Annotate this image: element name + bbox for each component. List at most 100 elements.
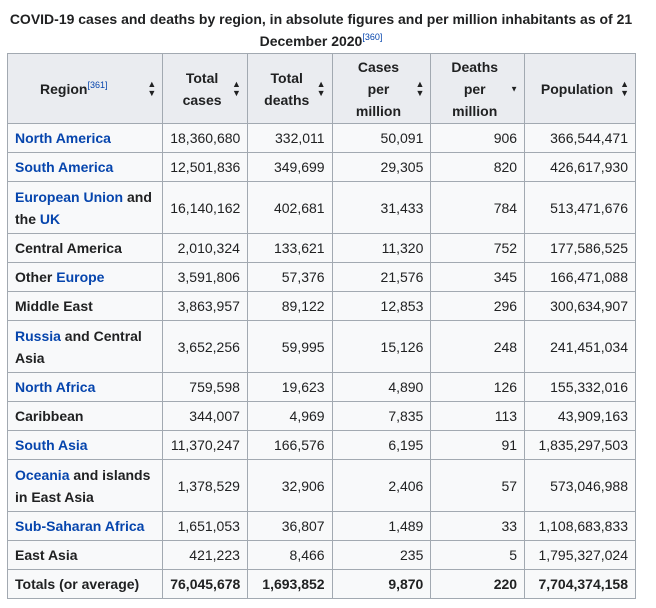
total-deaths-cell: 57,376	[246, 262, 333, 292]
totals-cases-per-million-cell: 9,870	[331, 569, 432, 599]
sort-updown-icon[interactable]: ▲ ▼	[620, 78, 629, 98]
table-body: North America 18,360,680 332,011 50,091 906 3…	[6, 123, 636, 599]
total-deaths-cell: 59,995	[246, 320, 333, 373]
header-total-cases[interactable]: Total cases ▲ ▼	[162, 53, 248, 124]
totals-population-cell: 7,704,374,158	[524, 569, 636, 599]
header-total-cases-line1: Total	[185, 69, 219, 86]
region-cell: Other Europe	[6, 262, 164, 292]
cases-per-million-cell: 50,091	[331, 123, 432, 153]
population-cell: 177,586,525	[524, 233, 636, 263]
deaths-per-million-cell: 91	[430, 430, 526, 460]
total-deaths-cell: 402,681	[246, 181, 333, 234]
total-deaths-cell: 36,807	[246, 511, 333, 541]
total-cases-cell: 1,651,053	[162, 511, 248, 541]
region-link[interactable]: Oceania	[15, 466, 70, 483]
cases-per-million-cell: 7,835	[331, 401, 432, 431]
population-cell: 426,617,930	[524, 152, 636, 182]
total-deaths-cell: 8,466	[246, 540, 333, 570]
region-cell: Russia and Central Asia	[6, 320, 164, 373]
header-population[interactable]: Population ▲ ▼	[524, 53, 636, 124]
header-deaths-per-million-line2: per	[463, 80, 486, 97]
header-region[interactable]: Region[361] ▲ ▼	[6, 53, 164, 124]
sort-updown-icon[interactable]: ▲ ▼	[415, 78, 425, 98]
region-text: Caribbean	[15, 408, 84, 424]
cases-per-million-cell: 235	[331, 540, 432, 570]
deaths-per-million-cell: 345	[430, 262, 526, 292]
region-cell: Oceania and islands in East Asia	[6, 459, 164, 512]
header-population-label: Population	[540, 80, 614, 97]
population-cell: 1,108,683,833	[524, 511, 636, 541]
total-deaths-cell: 4,969	[246, 401, 333, 431]
region-cell: Central America	[6, 233, 164, 263]
table-row: Central America 2,010,324 133,621 11,320 752…	[6, 233, 636, 263]
population-cell: 1,795,327,024	[524, 540, 636, 570]
cases-per-million-cell: 2,406	[331, 459, 432, 512]
deaths-per-million-cell: 126	[430, 372, 526, 402]
region-text: Other	[15, 269, 57, 285]
table-row: North America 18,360,680 332,011 50,091 906 3…	[6, 123, 636, 153]
table-caption: COVID-19 cases and deaths by region, in …	[1, 8, 641, 52]
total-deaths-cell: 89,122	[246, 291, 333, 321]
deaths-per-million-cell: 820	[430, 152, 526, 182]
region-link[interactable]: North America	[15, 130, 111, 146]
sort-updown-icon[interactable]: ▲ ▼	[147, 78, 157, 98]
header-deaths-per-million-line1: Deaths	[451, 58, 499, 75]
region-cell: Sub-Saharan Africa	[6, 511, 164, 541]
cases-per-million-cell: 11,320	[331, 233, 432, 263]
table-row: Russia and Central Asia 3,652,256 59,995 15…	[6, 320, 636, 373]
table-row: North Africa 759,598 19,623 4,890 126 155,332…	[6, 372, 636, 402]
population-cell: 241,451,034	[524, 320, 636, 373]
population-cell: 573,046,988	[524, 459, 636, 512]
total-cases-cell: 2,010,324	[162, 233, 248, 263]
region-cell: South America	[6, 152, 164, 182]
total-cases-cell: 12,501,836	[162, 152, 248, 182]
total-deaths-cell: 32,906	[246, 459, 333, 512]
total-cases-cell: 421,223	[162, 540, 248, 570]
header-total-cases-line2: cases	[182, 91, 222, 108]
region-text: Middle East	[15, 298, 93, 314]
header-deaths-per-million[interactable]: Deaths per million ▼	[430, 53, 526, 124]
header-total-deaths-line1: Total	[270, 69, 303, 86]
region-link[interactable]: Sub-Saharan Africa	[15, 518, 145, 534]
total-cases-cell: 3,652,256	[162, 320, 248, 373]
table-row: Oceania and islands in East Asia 1,378,52…	[6, 459, 636, 512]
header-cases-per-million-line1: Cases	[357, 58, 400, 75]
total-cases-cell: 11,370,247	[162, 430, 248, 460]
cases-per-million-cell: 12,853	[331, 291, 432, 321]
cases-per-million-cell: 31,433	[331, 181, 432, 234]
table-row: South America 12,501,836 349,699 29,305 820 4…	[6, 152, 636, 182]
region-link[interactable]: Europe	[56, 269, 105, 285]
region-reference-link[interactable]: [361]	[87, 79, 108, 90]
header-row: Region[361] ▲ ▼ Total cases ▲ ▼ Total deaths…	[6, 53, 636, 124]
region-link[interactable]: South America	[15, 159, 114, 175]
total-cases-cell: 16,140,162	[162, 181, 248, 234]
totals-deaths-per-million-cell: 220	[430, 569, 526, 599]
totals-total-deaths-cell: 1,693,852	[246, 569, 333, 599]
total-deaths-cell: 332,011	[246, 123, 333, 153]
cases-per-million-cell: 29,305	[331, 152, 432, 182]
region-link[interactable]: North Africa	[15, 379, 96, 395]
region-link[interactable]: UK	[39, 210, 61, 227]
population-cell: 43,909,163	[524, 401, 636, 431]
header-deaths-per-million-line3: million	[452, 102, 498, 119]
caption-text: COVID-19 cases and deaths by region, in …	[9, 11, 633, 49]
sort-updown-icon[interactable]: ▲ ▼	[231, 78, 241, 98]
covid-region-table: Region[361] ▲ ▼ Total cases ▲ ▼ Total deaths…	[6, 53, 636, 599]
sort-down-icon[interactable]: ▼	[510, 84, 519, 93]
cases-per-million-cell: 21,576	[331, 262, 432, 292]
region-text: and Central Asia	[15, 327, 142, 366]
region-cell: Caribbean	[6, 401, 164, 431]
region-link[interactable]: South Asia	[15, 437, 88, 453]
caption-reference-link[interactable]: [360]	[362, 32, 383, 42]
region-text: Central America	[15, 240, 122, 256]
region-link[interactable]: Russia	[15, 327, 61, 344]
header-total-deaths-line2: deaths	[264, 91, 310, 108]
deaths-per-million-cell: 248	[430, 320, 526, 373]
cases-per-million-cell: 1,489	[331, 511, 432, 541]
header-total-deaths[interactable]: Total deaths ▲ ▼	[246, 53, 333, 124]
deaths-per-million-cell: 296	[430, 291, 526, 321]
total-deaths-cell: 19,623	[246, 372, 333, 402]
header-cases-per-million[interactable]: Cases per million ▲ ▼	[331, 53, 432, 124]
sort-updown-icon[interactable]: ▲ ▼	[316, 78, 326, 98]
region-link[interactable]: European Union	[15, 188, 124, 205]
